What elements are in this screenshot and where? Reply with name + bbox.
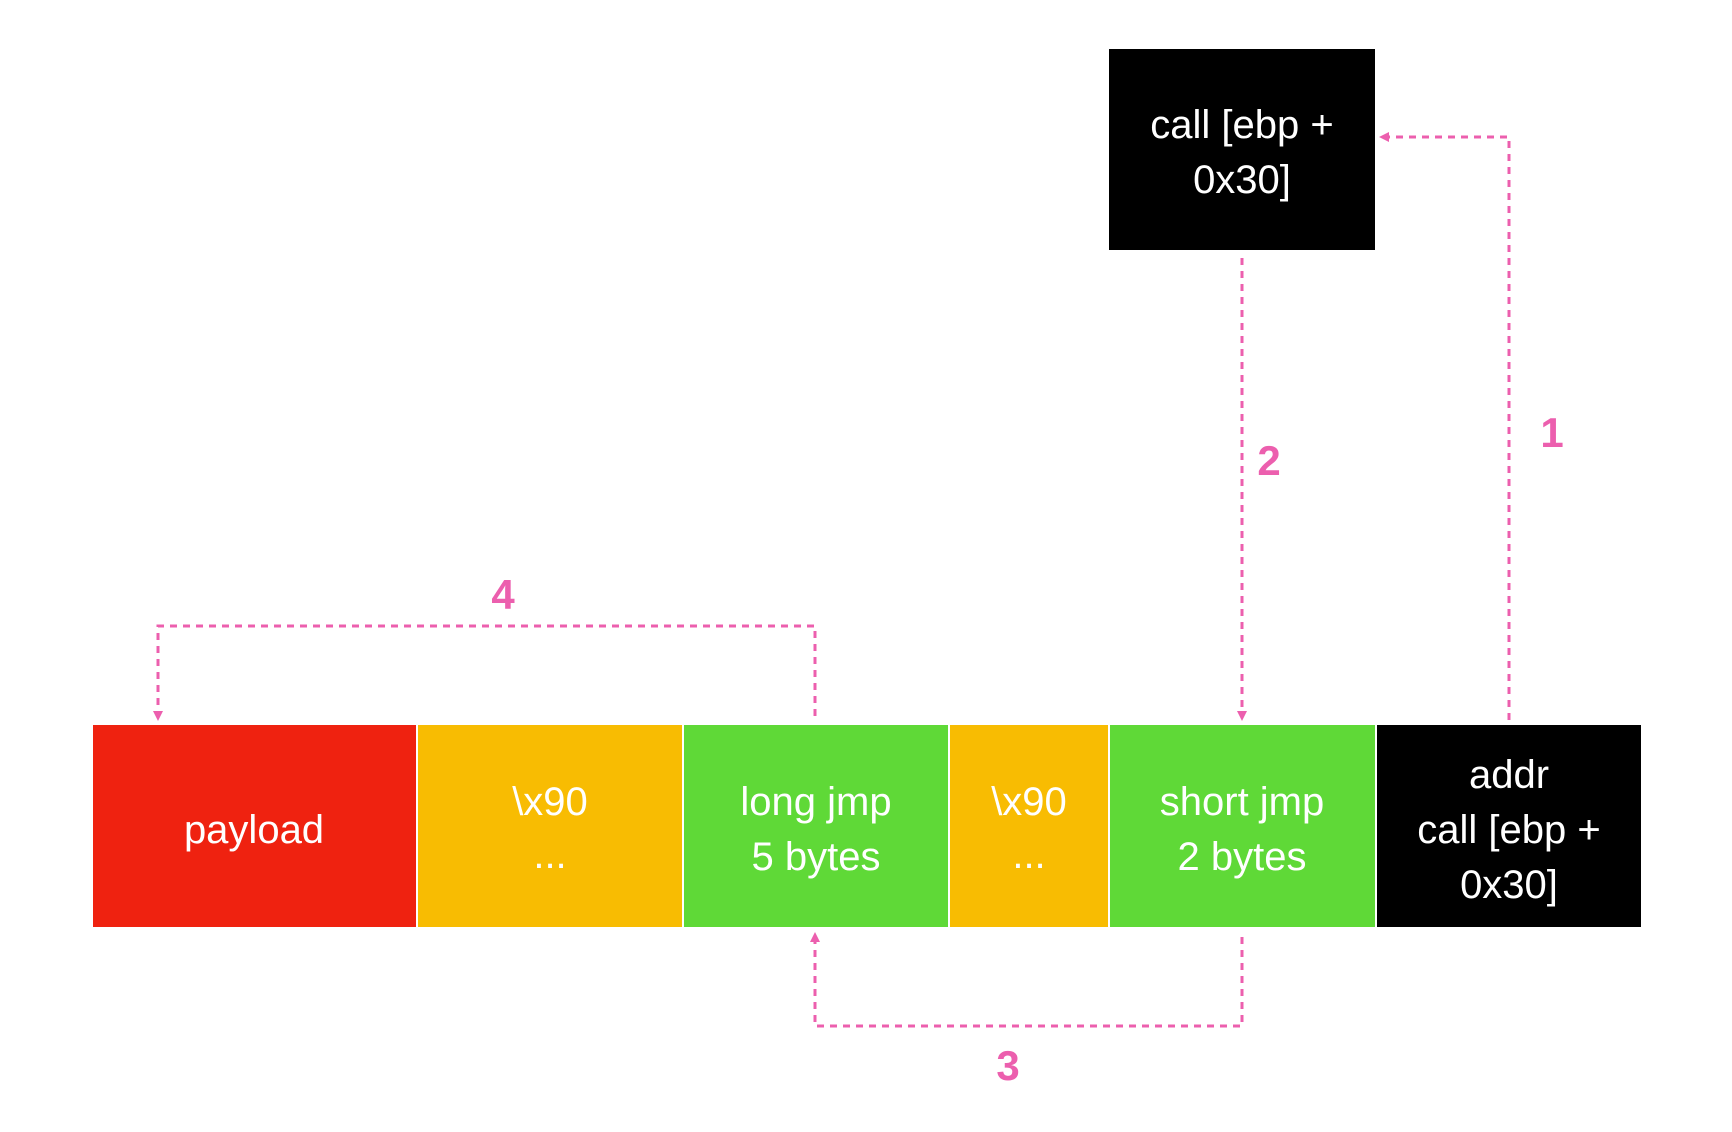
top-call-box-rect bbox=[1109, 49, 1375, 250]
short-jmp-cell-rect bbox=[1110, 725, 1375, 927]
top-call-box-line-2: 0x30] bbox=[1193, 158, 1291, 202]
short-jmp-cell-line-2: 2 bytes bbox=[1178, 835, 1307, 879]
step-label-3: 3 bbox=[996, 1042, 1019, 1089]
short-jmp-cell-line-1: short jmp bbox=[1160, 780, 1325, 824]
nop-2-cell-line-2: ... bbox=[1012, 833, 1045, 877]
ret-addr-cell-line-2: call [ebp + bbox=[1417, 808, 1600, 852]
flow-arrows bbox=[153, 132, 1511, 1028]
long-jmp-cell-line-2: 5 bytes bbox=[752, 835, 881, 879]
arrow-step-1 bbox=[1379, 132, 1511, 720]
buffer-cell-short-jmp: short jmp 2 bytes bbox=[1110, 725, 1375, 927]
step-labels: 1 2 3 4 bbox=[491, 409, 1563, 1089]
step-label-4: 4 bbox=[491, 571, 515, 618]
nop-2-cell-rect bbox=[950, 725, 1108, 927]
buffer-row: payload \x90 ... long jmp 5 bytes \x90 .… bbox=[93, 725, 1641, 927]
payload-cell-label: payload bbox=[184, 808, 324, 852]
payload-cell-rect bbox=[93, 725, 416, 927]
buffer-cell-nop-1: \x90 ... bbox=[418, 725, 682, 927]
long-jmp-cell-rect bbox=[684, 725, 948, 927]
ret-addr-cell-rect bbox=[1377, 725, 1641, 927]
buffer-cell-ret-addr: addr call [ebp + 0x30] bbox=[1377, 725, 1641, 927]
nop-1-cell-line-2: ... bbox=[533, 833, 566, 877]
ret-addr-cell-line-1: addr bbox=[1469, 753, 1549, 797]
buffer-cell-nop-2: \x90 ... bbox=[950, 725, 1108, 927]
nop-1-cell-rect bbox=[418, 725, 682, 927]
step-label-1: 1 bbox=[1540, 409, 1563, 456]
nop-2-cell-line-1: \x90 bbox=[991, 780, 1067, 824]
buffer-cell-payload: payload bbox=[93, 725, 416, 927]
top-call-box: call [ebp + 0x30] bbox=[1109, 49, 1375, 250]
arrow-step-3 bbox=[810, 932, 1244, 1028]
buffer-cell-long-jmp: long jmp 5 bytes bbox=[684, 725, 948, 927]
nop-1-cell-line-1: \x90 bbox=[512, 780, 588, 824]
top-call-box-line-1: call [ebp + bbox=[1150, 103, 1333, 147]
ret-addr-cell-line-3: 0x30] bbox=[1460, 863, 1558, 907]
step-label-2: 2 bbox=[1257, 437, 1280, 484]
arrow-step-4 bbox=[153, 624, 817, 721]
long-jmp-cell-line-1: long jmp bbox=[740, 780, 891, 824]
